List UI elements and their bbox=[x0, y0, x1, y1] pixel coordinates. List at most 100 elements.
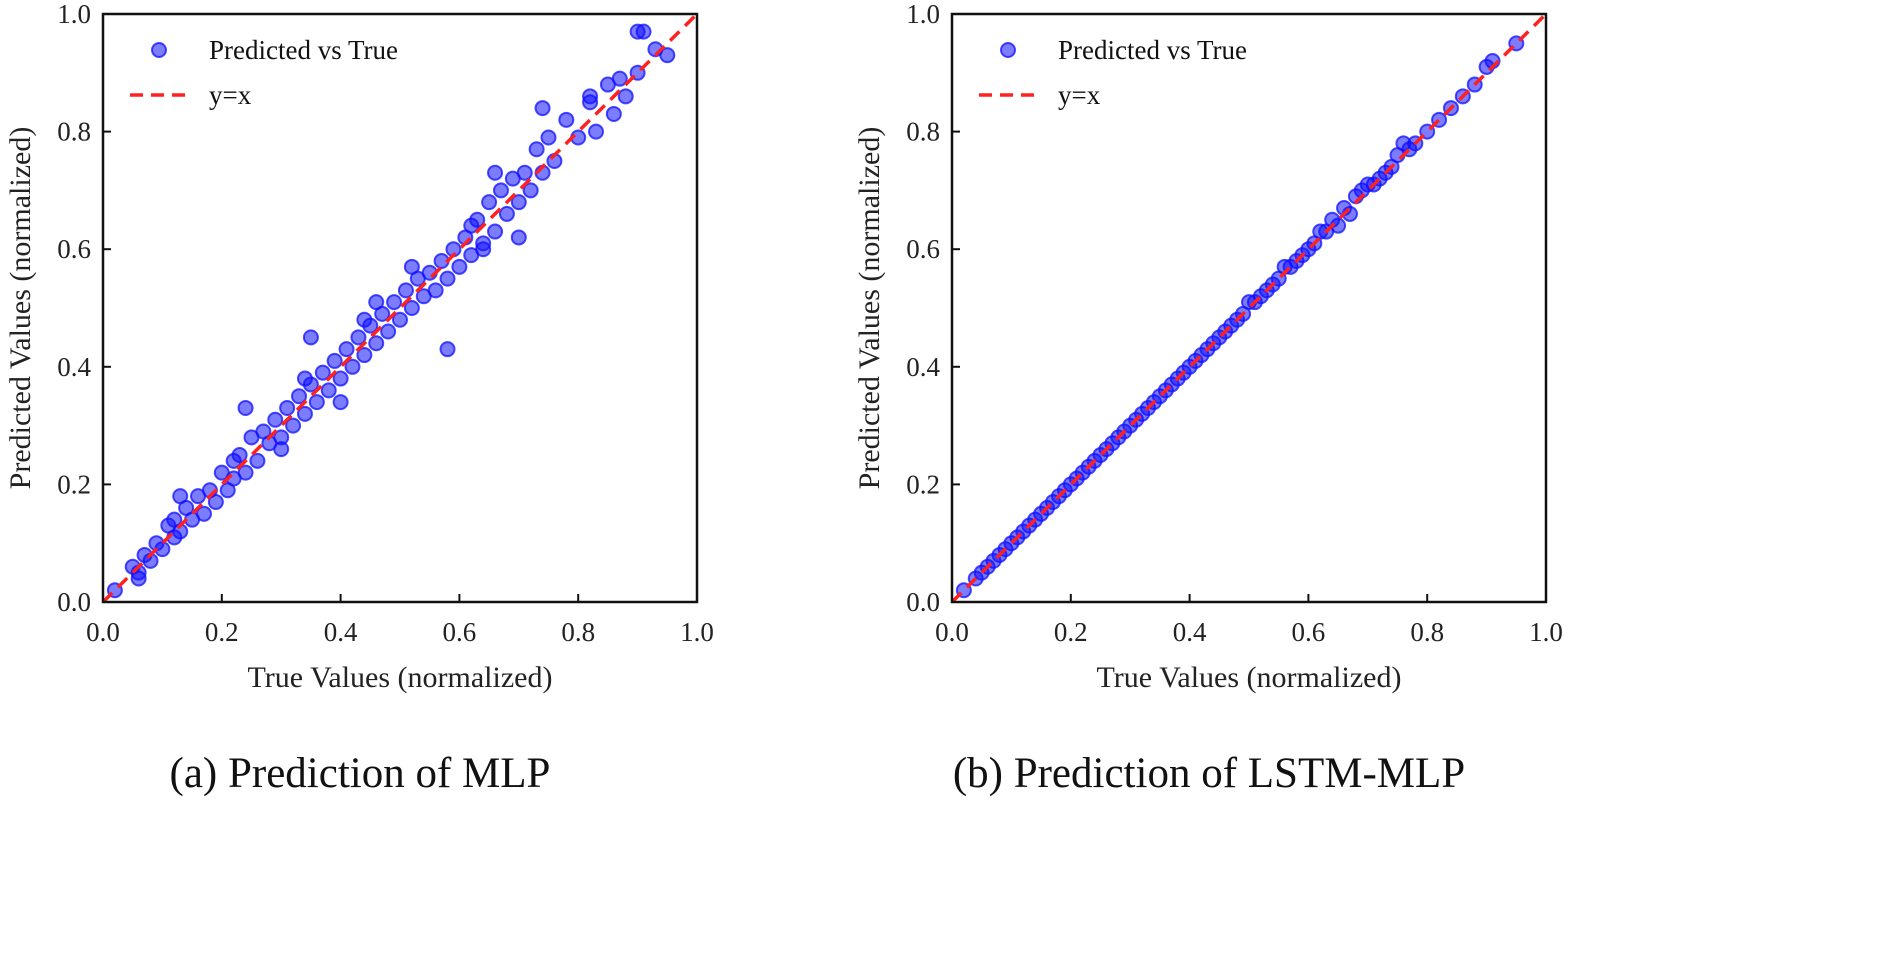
scatter-point bbox=[344, 358, 361, 375]
scatter-point bbox=[492, 182, 509, 199]
scatter-point bbox=[338, 341, 355, 358]
y-tick-label: 0.2 bbox=[57, 469, 91, 499]
x-tick-label: 0.2 bbox=[1054, 617, 1088, 647]
scatter-point bbox=[320, 382, 337, 399]
scatter-point bbox=[629, 23, 646, 40]
legend-label-line: y=x bbox=[209, 80, 252, 110]
scatter-point bbox=[130, 570, 147, 587]
x-tick-label: 1.0 bbox=[680, 617, 714, 647]
scatter-point bbox=[528, 141, 545, 158]
x-tick-label: 0.0 bbox=[935, 617, 969, 647]
y-axis-title: Predicted Values (normalized) bbox=[853, 127, 886, 490]
y-tick-label: 0.2 bbox=[906, 469, 940, 499]
legend-marker-scatter bbox=[1000, 42, 1016, 58]
reference-line bbox=[950, 12, 1548, 604]
y-tick-label: 0.0 bbox=[57, 587, 91, 617]
y-tick-label: 0.0 bbox=[906, 587, 940, 617]
scatter-point bbox=[510, 194, 527, 211]
scatter-point bbox=[617, 88, 634, 105]
scatter-point bbox=[231, 447, 248, 463]
y-tick-label: 1.0 bbox=[906, 0, 940, 29]
legend-label-line: y=x bbox=[1058, 80, 1101, 110]
y-equals-x-line bbox=[101, 12, 699, 604]
x-tick-label: 0.6 bbox=[1292, 617, 1326, 647]
scatter-point bbox=[267, 411, 284, 428]
x-axis-title: True Values (normalized) bbox=[248, 661, 553, 694]
x-tick-label: 0.4 bbox=[324, 617, 358, 647]
scatter-point bbox=[314, 364, 331, 381]
scatter-point bbox=[582, 94, 599, 111]
scatter-point bbox=[439, 341, 456, 358]
legend: Predicted vs True y=x bbox=[979, 35, 1247, 110]
scatter-point bbox=[510, 229, 527, 246]
scatter-point bbox=[439, 270, 456, 287]
scatter-point bbox=[356, 311, 373, 328]
x-axis-title: True Values (normalized) bbox=[1097, 661, 1402, 694]
legend-label-scatter: Predicted vs True bbox=[209, 35, 398, 65]
scatter-point bbox=[534, 100, 551, 117]
scatter-point bbox=[386, 294, 403, 311]
panel-caption: (b) Prediction of LSTM-MLP bbox=[953, 750, 1465, 797]
scatter-point bbox=[249, 452, 266, 469]
y-tick-label: 0.6 bbox=[906, 234, 940, 264]
scatter-point bbox=[332, 394, 349, 411]
scatter-point bbox=[380, 323, 397, 340]
scatter-point bbox=[481, 194, 498, 211]
scatter-point bbox=[332, 370, 349, 387]
scatter-point bbox=[356, 347, 373, 364]
y-tick-label: 0.6 bbox=[57, 234, 91, 264]
y-tick-label: 0.8 bbox=[57, 117, 91, 147]
scatter-point bbox=[273, 441, 290, 458]
scatter-point bbox=[611, 70, 628, 87]
y-tick-label: 0.4 bbox=[57, 352, 91, 382]
scatter-point bbox=[392, 311, 408, 328]
plot-frame bbox=[950, 12, 1548, 604]
scatter-point bbox=[368, 294, 385, 311]
chart-panel-lstm-mlp: 0.0 0.2 0.4 0.6 0.8 1.0 0.0 0.2 0.4 0.6 0.8 1.0 Tr… bbox=[853, 0, 1563, 797]
scatter-point bbox=[558, 111, 575, 128]
chart-panel-mlp: 0.0 0.2 0.4 0.6 0.8 1.0 0.0 0.2 0.4 0.6 0.8 1.0 Tr… bbox=[4, 0, 714, 797]
scatter-point bbox=[296, 370, 313, 387]
x-tick-label: 0.4 bbox=[1173, 617, 1207, 647]
scatter-point bbox=[540, 129, 557, 146]
scatter-point bbox=[403, 258, 420, 275]
x-tick-label: 0.0 bbox=[86, 617, 120, 647]
plot-frame bbox=[101, 12, 699, 604]
scatter-point bbox=[296, 405, 313, 422]
x-axis: 0.0 0.2 0.4 0.6 0.8 1.0 bbox=[935, 594, 1563, 647]
scatter-point bbox=[172, 488, 189, 505]
x-tick-label: 0.6 bbox=[443, 617, 477, 647]
scatter-point bbox=[427, 282, 444, 299]
scatter-point bbox=[195, 505, 212, 522]
scatter-point bbox=[237, 464, 254, 481]
scatter-point bbox=[207, 494, 224, 511]
x-tick-label: 0.2 bbox=[205, 617, 239, 647]
panel-caption: (a) Prediction of MLP bbox=[170, 750, 551, 797]
scatter-point bbox=[308, 394, 325, 411]
scatter-point bbox=[302, 329, 319, 346]
scatter-point bbox=[350, 329, 367, 346]
scatter-point bbox=[659, 47, 676, 64]
y-tick-label: 1.0 bbox=[57, 0, 91, 29]
scatter-point bbox=[475, 241, 492, 258]
scatter-point bbox=[588, 123, 605, 140]
scatter-point bbox=[291, 388, 308, 405]
legend-label-scatter: Predicted vs True bbox=[1058, 35, 1247, 65]
scatter-point bbox=[451, 258, 468, 275]
scatter-points bbox=[106, 23, 676, 599]
y-axis: 0.0 0.2 0.4 0.6 0.8 1.0 bbox=[57, 0, 111, 617]
y-tick-label: 0.8 bbox=[906, 117, 940, 147]
scatter-point bbox=[285, 417, 302, 434]
scatter-point bbox=[463, 217, 480, 234]
legend: Predicted vs True y=x bbox=[130, 35, 398, 110]
legend-marker-scatter bbox=[151, 42, 167, 58]
x-axis: 0.0 0.2 0.4 0.6 0.8 1.0 bbox=[86, 594, 714, 647]
scatter-point bbox=[279, 399, 296, 416]
y-equals-x-line bbox=[950, 12, 1548, 604]
scatter-point bbox=[403, 300, 420, 316]
scatter-point bbox=[326, 352, 343, 369]
scatter-point bbox=[237, 399, 254, 416]
x-tick-label: 0.8 bbox=[1410, 617, 1444, 647]
scatter-point bbox=[516, 164, 533, 181]
